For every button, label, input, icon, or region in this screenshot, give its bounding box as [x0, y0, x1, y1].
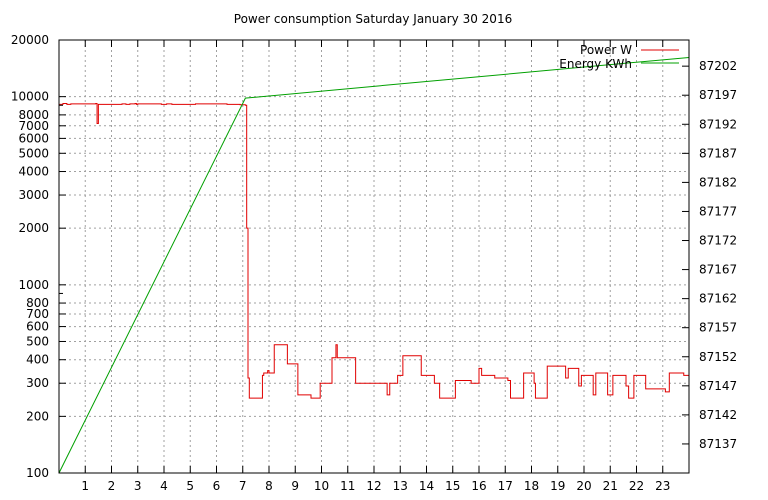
x-axis: 1 2 3 4 5 6 7 8 9 10 11 12 13 14 15 16 17 18 19 20 21 22 23	[81, 40, 670, 493]
x-tick-label: 20	[576, 479, 591, 493]
y-left-tick-label: 10000	[11, 90, 49, 104]
y-left-tick-label: 400	[26, 353, 49, 367]
legend-label-power: Power W	[580, 43, 632, 57]
y-left-tick-label: 3000	[18, 188, 49, 202]
right-axis: 87137 87142 87147 87152 87157 87162 87167 87172…	[682, 59, 737, 451]
y-right-tick-label: 87167	[699, 263, 737, 277]
y-left-tick-label: 500	[26, 334, 49, 348]
y-right-tick-label: 87147	[699, 379, 737, 393]
y-left-tick-label: 800	[26, 296, 49, 310]
x-tick-label: 15	[445, 479, 460, 493]
y-right-tick-label: 87202	[699, 59, 737, 73]
y-right-tick-label: 87152	[699, 350, 737, 364]
x-tick-label: 22	[629, 479, 644, 493]
power-series	[59, 102, 689, 399]
y-left-tick-label: 100	[26, 466, 49, 480]
x-tick-label: 23	[655, 479, 670, 493]
x-tick-label: 11	[340, 479, 355, 493]
x-tick-label: 4	[160, 479, 168, 493]
x-tick-label: 10	[314, 479, 329, 493]
x-tick-label: 8	[265, 479, 273, 493]
x-tick-label: 21	[603, 479, 618, 493]
energy-series	[58, 56, 690, 474]
x-tick-label: 18	[524, 479, 539, 493]
x-tick-label: 16	[471, 479, 486, 493]
y-right-tick-label: 87142	[699, 408, 737, 422]
y-left-tick-label: 4000	[18, 165, 49, 179]
legend: Power W Energy KWh	[559, 43, 679, 71]
y-right-tick-label: 87157	[699, 321, 737, 335]
y-right-tick-label: 87162	[699, 292, 737, 306]
y-left-tick-label: 5000	[18, 146, 49, 160]
x-tick-label: 6	[213, 479, 221, 493]
y-left-tick-label: 700	[26, 307, 49, 321]
x-tick-label: 5	[186, 479, 194, 493]
grid-lines	[59, 40, 689, 473]
x-tick-label: 12	[366, 479, 381, 493]
plot-frame	[58, 39, 690, 474]
y-right-tick-label: 87192	[699, 117, 737, 131]
x-tick-label: 14	[419, 479, 434, 493]
y-left-tick-label: 300	[26, 376, 49, 390]
x-tick-label: 3	[134, 479, 142, 493]
y-right-tick-label: 87187	[699, 146, 737, 160]
x-tick-label: 13	[393, 479, 408, 493]
y-left-tick-label: 8000	[18, 108, 49, 122]
x-tick-label: 7	[239, 479, 247, 493]
energy-line	[58, 56, 690, 474]
y-left-tick-label: 200	[26, 409, 49, 423]
legend-label-energy: Energy KWh	[559, 57, 632, 71]
chart-title: Power consumption Saturday January 30 20…	[234, 12, 512, 26]
y-right-tick-label: 87137	[699, 437, 737, 451]
y-right-tick-label: 87172	[699, 234, 737, 248]
y-right-tick-label: 87177	[699, 204, 737, 218]
y-right-tick-label: 87182	[699, 175, 737, 189]
x-tick-label: 9	[291, 479, 299, 493]
x-tick-label: 19	[550, 479, 565, 493]
y-left-tick-label: 7000	[18, 119, 49, 133]
x-tick-label: 1	[81, 479, 89, 493]
y-left-tick-label: 20000	[11, 33, 49, 47]
x-tick-label: 2	[108, 479, 116, 493]
y-left-tick-label: 1000	[18, 278, 49, 292]
y-left-tick-label: 600	[26, 320, 49, 334]
power-line	[59, 102, 689, 399]
x-tick-label: 17	[498, 479, 513, 493]
y-right-tick-label: 87197	[699, 88, 737, 102]
y-left-tick-label: 2000	[18, 221, 49, 235]
y-left-tick-label: 6000	[18, 131, 49, 145]
